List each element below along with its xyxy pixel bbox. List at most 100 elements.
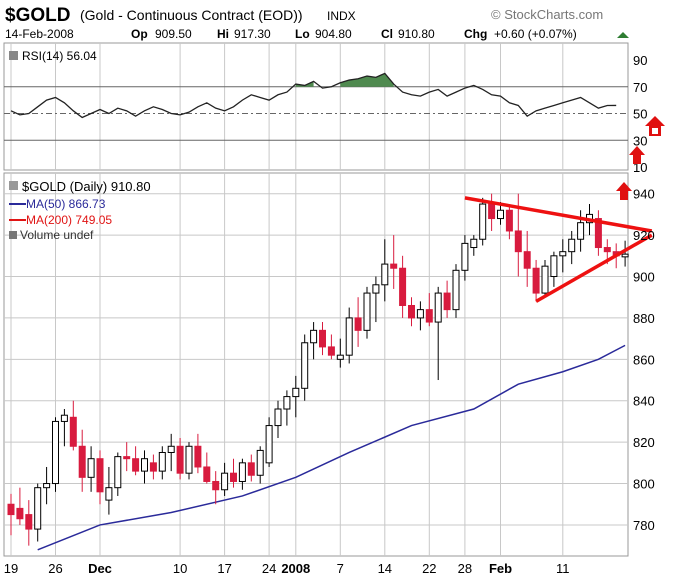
candle-body [550, 255, 558, 278]
candle-body [568, 238, 576, 253]
candle [292, 375, 300, 418]
ma50-line [37, 344, 626, 551]
price-tick-label: 940 [633, 187, 655, 202]
trendline [464, 196, 653, 233]
candle-body [141, 458, 148, 472]
candle [568, 230, 576, 265]
candle [443, 280, 451, 318]
candle [212, 471, 220, 505]
candle [541, 259, 549, 298]
candle [523, 230, 531, 287]
arrow-up-shape [616, 182, 632, 200]
candle-body [203, 466, 211, 482]
x-tick-label: 2008 [281, 561, 310, 576]
candle-body [425, 309, 433, 323]
candle-body [621, 253, 629, 258]
rsi-panel-frame [3, 42, 629, 171]
candle [408, 297, 415, 327]
candle [247, 454, 255, 482]
quote-date: 14-Feb-2008 [5, 27, 74, 41]
rsi-overbought-fill [295, 81, 314, 87]
candle [390, 235, 398, 289]
candle [399, 255, 407, 318]
candle [132, 446, 140, 476]
candle-body [488, 203, 496, 220]
candle-body [87, 458, 95, 478]
candle-body [559, 251, 567, 257]
lo-value: 904.80 [315, 27, 352, 41]
candle [25, 500, 33, 546]
candle-body [354, 317, 362, 331]
candle [452, 264, 460, 318]
candle [479, 197, 487, 246]
legend-ma200: MA(200) 749.05 [26, 213, 112, 227]
candle [87, 446, 95, 492]
candle-body [479, 203, 487, 240]
candle-body [372, 284, 380, 294]
candle-body [390, 263, 398, 269]
candle [336, 338, 344, 368]
x-tick-label: 10 [173, 561, 187, 576]
x-tick-label: 24 [262, 561, 276, 576]
candle-body [416, 309, 424, 319]
rsi-legend-swatch [9, 51, 18, 60]
rsi-tick-label: 50 [633, 107, 647, 122]
candle-body [185, 445, 193, 474]
candle [238, 458, 246, 490]
x-tick-label: 22 [422, 561, 436, 576]
candle-body [301, 342, 309, 389]
candle-body [265, 425, 273, 464]
candle-body [7, 503, 15, 516]
candle-body [461, 242, 469, 271]
candle-body [212, 480, 220, 491]
candle-body [274, 408, 282, 427]
candle [149, 454, 157, 480]
arrow-up-window [652, 128, 658, 134]
candle-body [594, 218, 602, 249]
candle-body [238, 462, 246, 482]
candle-body [345, 317, 353, 356]
cl-value: 910.80 [398, 27, 435, 41]
candle [123, 442, 131, 472]
candle [194, 433, 202, 474]
candle-body [34, 487, 42, 530]
candle-body [149, 462, 157, 472]
cl-label: Cl [381, 27, 393, 41]
candle-body [319, 329, 326, 348]
candle [416, 301, 424, 331]
candle-body [434, 292, 442, 323]
candle-body [256, 449, 264, 476]
candle [69, 400, 77, 451]
price-tick-label: 820 [633, 435, 655, 450]
candle-body [96, 458, 104, 493]
op-value: 909.50 [155, 27, 192, 41]
price-panel: 940 920 900 880 860 840 820 800 780 [3, 116, 665, 557]
price-tick-label: 780 [633, 518, 655, 533]
candle [52, 417, 59, 492]
candle [505, 204, 513, 240]
change-up-icon [617, 32, 629, 38]
candle-body [60, 414, 68, 422]
rsi-tick-label: 70 [633, 80, 647, 95]
candle [43, 466, 51, 505]
candle-body [310, 329, 318, 344]
candle [274, 400, 282, 438]
arrow-up-icon [616, 182, 632, 200]
candle-body [132, 458, 140, 472]
candle-body [399, 267, 407, 306]
price-tick-label: 800 [633, 477, 655, 492]
candle-body [283, 396, 291, 410]
candle [96, 450, 104, 505]
rsi-tick-label: 30 [633, 133, 647, 148]
rsi-line [10, 72, 617, 119]
candle-body [292, 387, 300, 398]
chart-instrument-name: (Gold - Continuous Contract (EOD)) [80, 7, 303, 23]
candle-body [221, 472, 229, 491]
x-tick-label: 28 [458, 561, 472, 576]
candle [470, 235, 478, 256]
x-tick-label: 7 [337, 561, 344, 576]
candle [594, 210, 602, 256]
candle [16, 487, 24, 525]
rsi-tick-label: 90 [633, 53, 647, 68]
